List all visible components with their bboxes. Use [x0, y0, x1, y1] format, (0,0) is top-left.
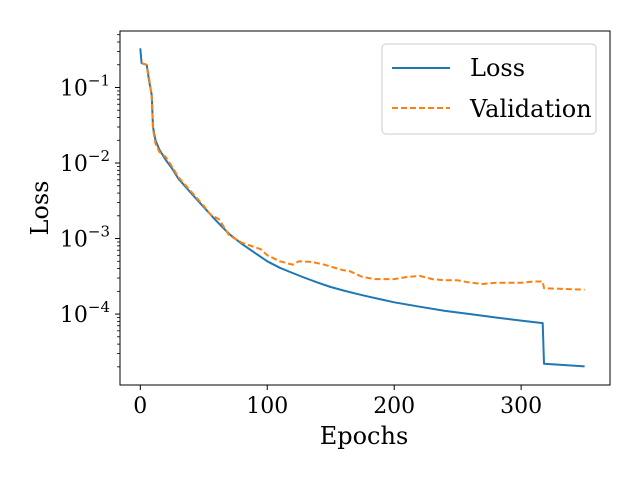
- legend: Loss Validation: [381, 43, 597, 135]
- x-axis: 0 100 200 300: [133, 385, 542, 419]
- x-axis-title: Epochs: [320, 422, 409, 450]
- x-tick-label: 100: [246, 394, 288, 419]
- series-layer: [139, 48, 585, 368]
- legend-label-validation: Validation: [469, 95, 592, 123]
- x-tick-label: 200: [373, 394, 415, 419]
- y-tick-label: 10−3: [60, 223, 110, 253]
- y-tick-label: 10−1: [60, 72, 110, 102]
- legend-box: [381, 43, 597, 135]
- y-tick-label: 10−2: [60, 147, 110, 177]
- series-line-loss: [139, 48, 585, 368]
- x-tick-label: 300: [500, 394, 542, 419]
- series-line-validation: [141, 62, 585, 291]
- y-axis: 10−1 10−2 10−3 10−4: [60, 34, 120, 368]
- y-tick-label: 10−4: [60, 298, 110, 328]
- legend-label-loss: Loss: [470, 54, 525, 82]
- x-tick-label: 0: [133, 394, 147, 419]
- y-axis-title: Loss: [26, 180, 54, 235]
- plot-frame: [119, 30, 611, 386]
